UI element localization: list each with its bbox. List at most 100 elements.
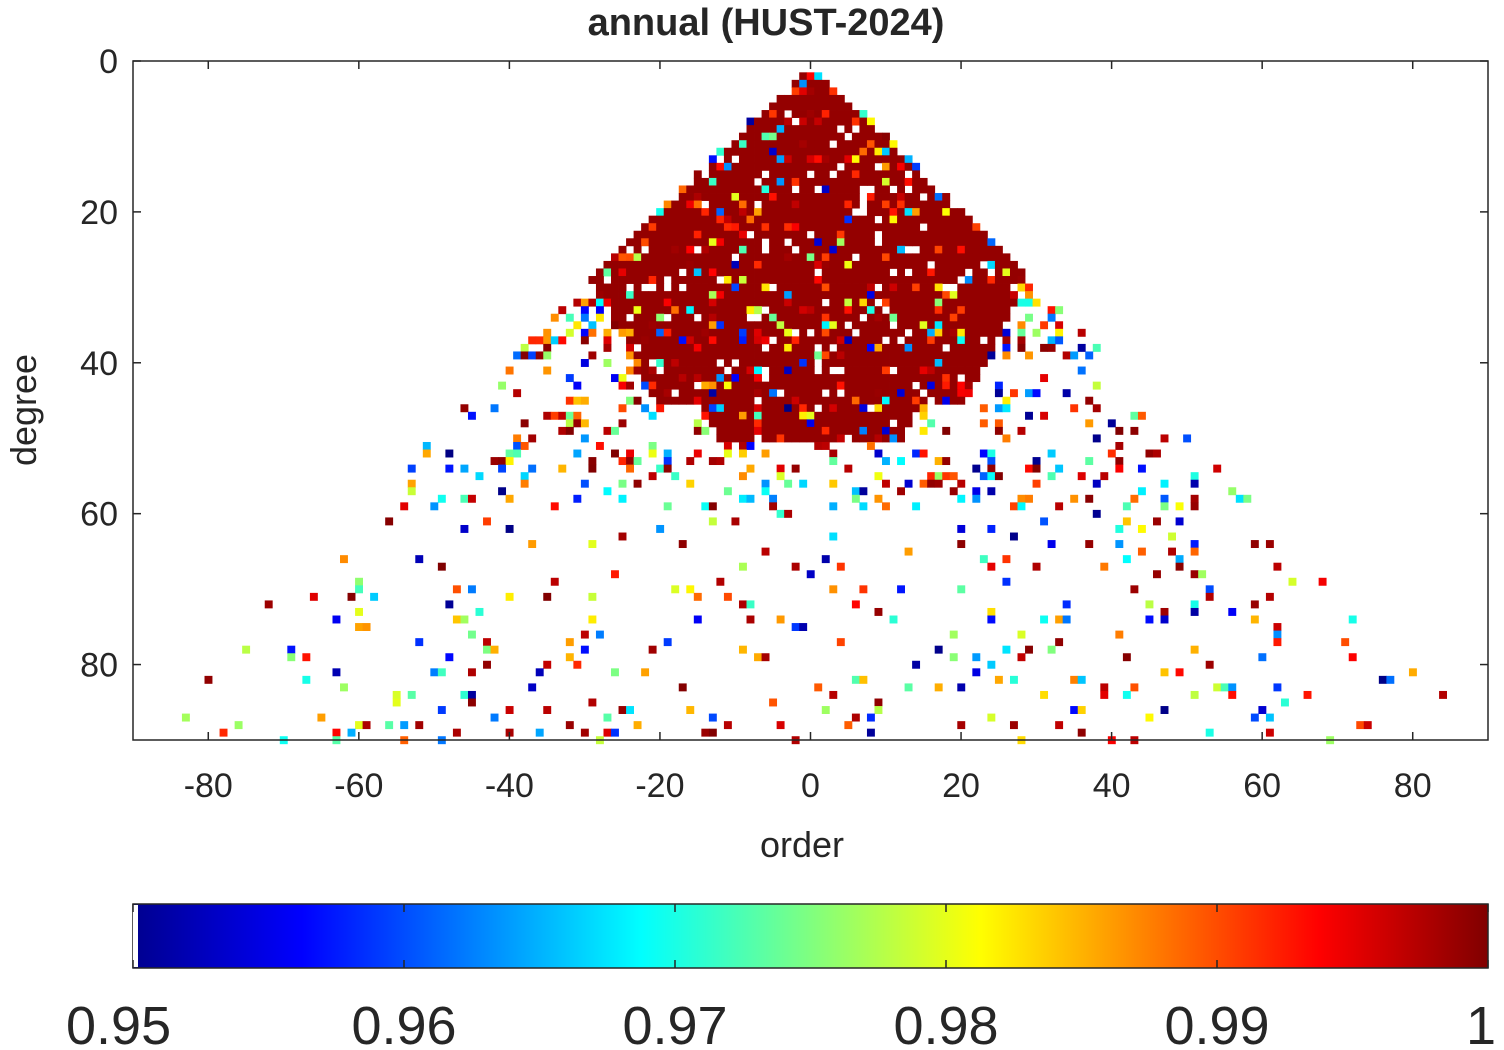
heatmap-cell (738, 276, 747, 284)
heatmap-cell (573, 449, 582, 458)
heatmap-cell (769, 419, 778, 428)
heatmap-cell (957, 291, 966, 300)
heatmap-cell (708, 328, 717, 337)
heatmap-cell (791, 313, 800, 322)
heatmap-cell (716, 343, 725, 352)
heatmap-cell (701, 253, 710, 262)
heatmap-cell (927, 321, 936, 330)
heatmap-cell (814, 291, 823, 300)
heatmap-cell (475, 607, 484, 616)
heatmap-cell (806, 434, 815, 443)
x-axis-label: order (760, 824, 844, 865)
heatmap-cell (746, 336, 755, 345)
heatmap-cell (987, 524, 996, 533)
heatmap-cell (979, 328, 988, 337)
heatmap-cell (912, 396, 921, 405)
heatmap-cell (784, 396, 793, 405)
heatmap-cell (769, 132, 778, 141)
heatmap-cell (776, 110, 785, 118)
heatmap-cell (919, 298, 928, 307)
heatmap-cell (806, 411, 815, 420)
heatmap-cell (1032, 479, 1041, 488)
heatmap-cell (1002, 260, 1011, 269)
heatmap-cell (1032, 457, 1041, 466)
heatmap-cell (264, 600, 273, 609)
heatmap-cell (1100, 562, 1109, 571)
heatmap-cell (671, 268, 680, 277)
heatmap-cell (851, 389, 860, 398)
heatmap-cell (1025, 291, 1033, 300)
heatmap-cell (769, 208, 778, 217)
heatmap-cell (866, 359, 875, 367)
heatmap-cell (452, 585, 461, 594)
heatmap-cell (799, 170, 808, 179)
heatmap-cell (1318, 577, 1327, 586)
heatmap-cell (1092, 434, 1101, 443)
heatmap-cell (829, 125, 838, 134)
heatmap-cell (588, 540, 597, 549)
heatmap-cell (784, 479, 793, 488)
heatmap-cell (851, 419, 860, 428)
heatmap-cell (678, 359, 687, 367)
heatmap-cell (1055, 328, 1064, 337)
heatmap-cell (663, 260, 672, 269)
heatmap-cell (821, 419, 830, 428)
heatmap-cell (738, 260, 747, 269)
heatmap-cell (671, 208, 680, 217)
heatmap-cell (791, 268, 800, 277)
heatmap-cell (859, 411, 868, 420)
heatmap-cell (791, 208, 800, 217)
heatmap-cell (972, 223, 981, 232)
heatmap-cell (603, 343, 612, 352)
heatmap-cell (746, 140, 755, 149)
heatmap-cell (738, 336, 747, 345)
heatmap-cell (1017, 321, 1026, 330)
heatmap-cell (1055, 306, 1064, 315)
heatmap-cell (618, 306, 627, 315)
heatmap-cell (994, 321, 1003, 330)
heatmap-cell (1288, 577, 1297, 586)
heatmap-cell (806, 570, 815, 579)
heatmap-cell (791, 230, 800, 239)
heatmap-cell (708, 517, 717, 526)
heatmap-cell (874, 351, 883, 360)
heatmap-cell (1047, 343, 1056, 352)
heatmap-cell (799, 147, 808, 156)
heatmap-cell (611, 668, 619, 677)
heatmap-cell (942, 472, 951, 481)
heatmap-cell (588, 457, 597, 466)
heatmap-cell (934, 260, 943, 269)
heatmap-cell (889, 404, 898, 413)
heatmap-cell (934, 283, 943, 292)
heatmap-cell (942, 298, 951, 307)
heatmap-cell (897, 306, 905, 315)
heatmap-cell (897, 208, 905, 217)
heatmap-cell (791, 343, 800, 352)
heatmap-cell (1265, 540, 1274, 549)
heatmap-cell (836, 223, 845, 232)
heatmap-cell (836, 215, 845, 224)
heatmap-cell (437, 668, 446, 677)
heatmap-cell (595, 268, 604, 277)
heatmap-cell (791, 170, 800, 179)
heatmap-cell (738, 366, 747, 375)
heatmap-cell (821, 411, 830, 420)
heatmap-cell (611, 570, 619, 579)
heatmap-cell (957, 351, 966, 360)
heatmap-cell (897, 366, 905, 375)
heatmap-cell (919, 268, 928, 277)
heatmap-cell (866, 125, 875, 134)
heatmap-cell (776, 359, 785, 367)
heatmap-cell (957, 283, 966, 292)
heatmap-cell (942, 306, 951, 315)
heatmap-cell (565, 328, 574, 337)
heatmap-cell (904, 260, 913, 269)
heatmap-cell (723, 155, 732, 164)
heatmap-cell (580, 645, 589, 654)
heatmap-cell (663, 374, 672, 383)
heatmap-cell (942, 313, 951, 322)
heatmap-cell (799, 291, 808, 300)
heatmap-cell (889, 253, 898, 262)
heatmap-cell (648, 245, 657, 254)
heatmap-cell (761, 426, 770, 435)
